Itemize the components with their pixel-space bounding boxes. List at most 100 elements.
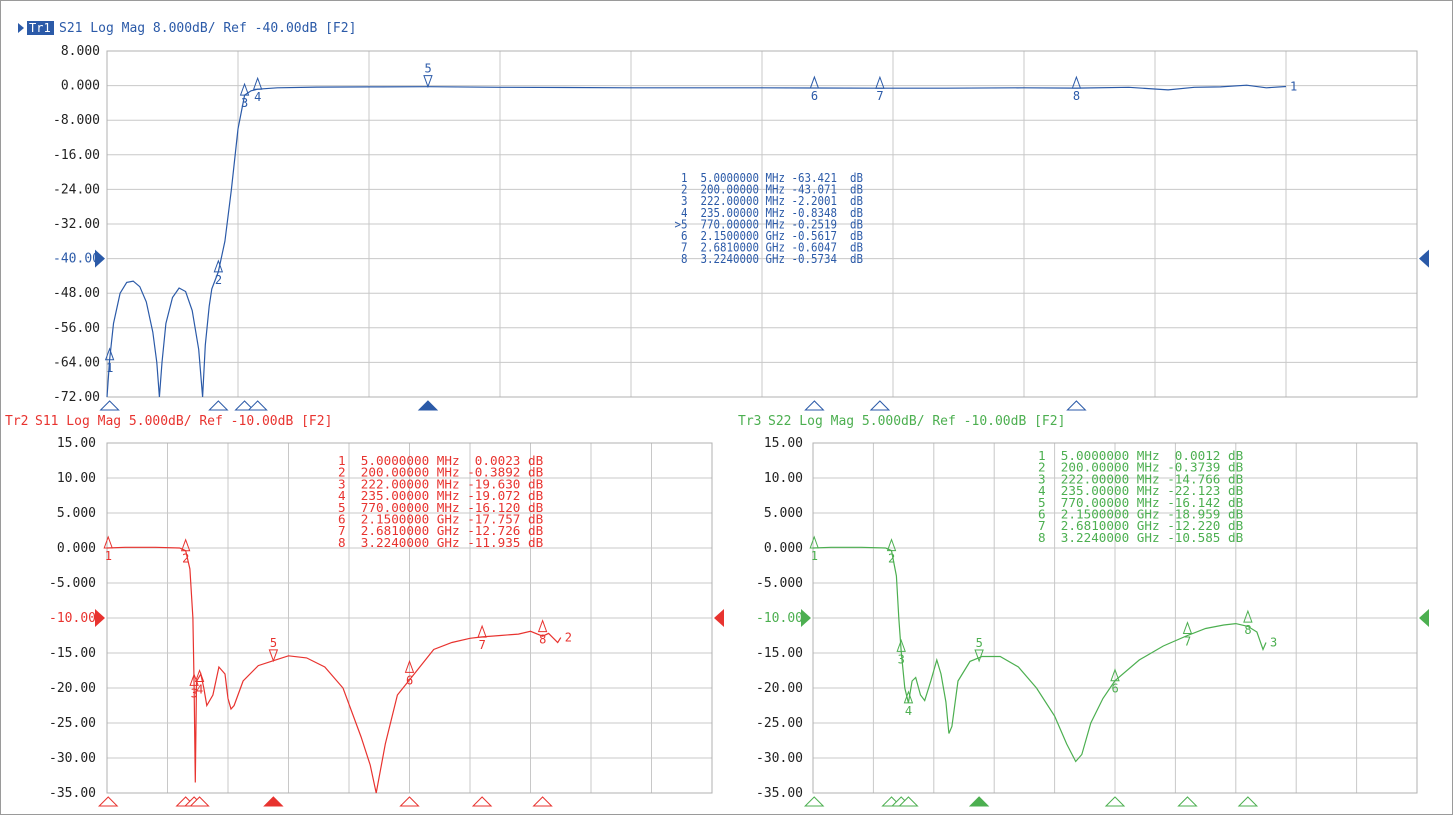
marker-4-icon[interactable] [903, 690, 914, 704]
marker-7-icon[interactable] [1182, 621, 1193, 635]
marker-7-stimulus-icon[interactable] [1177, 796, 1198, 807]
marker-3-icon[interactable] [239, 82, 250, 96]
tr1-panel: 8.000 0.000 -8.000 -16.00 -24.00 -32.00 -40.00… [18, 21, 1429, 411]
ref-level-right-icon [1419, 609, 1429, 627]
marker-1-stimulus-icon[interactable] [804, 796, 825, 807]
marker-8-stimulus-icon[interactable] [1066, 400, 1087, 411]
marker-7-icon[interactable] [875, 75, 885, 89]
y-tick-label: -5.000 [756, 576, 803, 591]
marker-4-icon[interactable] [194, 669, 205, 682]
marker-6-icon[interactable] [809, 75, 820, 89]
marker-8-label: 8 [1244, 623, 1251, 637]
y-tick-label: -72.00 [53, 390, 100, 405]
marker-4-stimulus-icon[interactable] [189, 796, 210, 807]
readout-row: 7 2.6810000 GHz -12.220 dB [1038, 519, 1243, 533]
marker-7-icon[interactable] [477, 624, 487, 638]
marker-8-label: 8 [1073, 89, 1080, 103]
tr3-plot-border [812, 442, 1418, 794]
readout-row: 2 200.00000 MHz -0.3739 dB [1038, 461, 1243, 475]
readout-row: 8 3.2240000 GHz -0.5734 dB [668, 252, 863, 266]
readout-row: 4 235.00000 MHz -19.072 dB [338, 489, 543, 503]
tr2-plot-border [106, 442, 713, 794]
marker-5-stimulus-icon[interactable] [263, 796, 284, 807]
readout-row: >5 770.00000 MHz -0.2519 dB [668, 217, 863, 231]
marker-6-stimulus-icon[interactable] [804, 400, 825, 411]
marker-4-stimulus-icon[interactable] [898, 796, 919, 807]
y-tick-label: -5.000 [49, 576, 96, 591]
tr3-panel: 15.00 10.00 5.000 0.000 -5.000 -10.00 -15.00 -2… [738, 414, 1429, 807]
y-tick-label: 0.000 [61, 79, 100, 94]
marker-7-stimulus-icon[interactable] [471, 796, 493, 807]
marker-1-label: 1 [811, 549, 818, 563]
tr1-marker-readout: 1 5.0000000 MHz -63.421 dB 2 200.00000 M… [668, 171, 863, 266]
readout-row: 3 222.00000 MHz -14.766 dB [1038, 472, 1243, 486]
y-tick-label: -56.00 [53, 321, 100, 336]
marker-5-label: 5 [424, 62, 431, 76]
marker-6-icon[interactable] [404, 659, 415, 673]
marker-1-stimulus-icon[interactable] [99, 400, 120, 411]
marker-1-stimulus-icon[interactable] [98, 796, 119, 807]
marker-1-icon[interactable] [104, 347, 115, 361]
marker-5-stimulus-icon[interactable] [968, 796, 990, 807]
marker-3-stimulus-icon[interactable] [234, 400, 255, 411]
marker-2-stimulus-icon[interactable] [208, 400, 229, 411]
marker-5-icon[interactable] [268, 649, 279, 663]
marker-8-icon[interactable] [1071, 75, 1082, 89]
y-tick-label: -35.00 [49, 786, 96, 801]
marker-4-stimulus-icon[interactable] [247, 400, 268, 411]
marker-7-label: 7 [1184, 635, 1191, 649]
readout-row: 2 200.00000 MHz -43.071 dB [668, 183, 863, 197]
ref-level-left-icon [801, 609, 811, 627]
tr2-marker-readout: 1 5.0000000 MHz 0.0023 dB2 200.00000 MHz… [338, 454, 543, 550]
marker-6-icon[interactable] [1110, 668, 1120, 682]
readout-row: 6 2.1500000 GHz -18.959 dB [1038, 508, 1243, 522]
readout-row: 6 2.1500000 GHz -17.757 dB [338, 513, 543, 527]
trace-name: Tr2 [5, 414, 28, 429]
marker-4-icon[interactable] [252, 76, 263, 90]
y-tick-label: -30.00 [49, 751, 96, 766]
marker-3-icon[interactable] [896, 638, 906, 652]
marker-5-icon[interactable] [974, 649, 984, 663]
y-tick-label: 5.000 [764, 506, 803, 521]
y-tick-label: -24.00 [53, 182, 100, 197]
marker-2-icon[interactable] [180, 538, 191, 552]
readout-row: 8 3.2240000 GHz -10.585 dB [1038, 531, 1243, 545]
readout-row: 5 770.00000 MHz -16.120 dB [338, 501, 543, 515]
y-tick-label: -25.00 [49, 716, 96, 731]
marker-5-label: 5 [976, 636, 983, 650]
marker-8-icon[interactable] [1243, 609, 1253, 623]
marker-2-label: 2 [888, 552, 895, 566]
trace-end-label: 2 [565, 631, 572, 645]
marker-2-icon[interactable] [886, 538, 897, 552]
active-trace-highlight [27, 21, 54, 35]
marker-6-stimulus-icon[interactable] [399, 796, 420, 807]
marker-4-label: 4 [905, 704, 912, 718]
marker-2-icon[interactable] [213, 259, 224, 273]
marker-5-stimulus-icon[interactable] [417, 400, 439, 411]
marker-1-label: 1 [105, 549, 112, 563]
readout-row: 7 2.6810000 GHz -12.726 dB [338, 524, 543, 538]
y-tick-label: -20.00 [49, 681, 96, 696]
marker-1-icon[interactable] [809, 535, 819, 549]
marker-7-stimulus-icon[interactable] [869, 400, 891, 411]
marker-8-stimulus-icon[interactable] [1237, 796, 1259, 807]
marker-8-icon[interactable] [537, 619, 548, 633]
readout-row: 3 222.00000 MHz -2.2001 dB [668, 194, 863, 208]
marker-8-stimulus-icon[interactable] [532, 796, 553, 807]
ref-level-right-icon [1419, 249, 1429, 268]
readout-row: 1 5.0000000 MHz -63.421 dB [668, 171, 863, 185]
readout-row: 5 770.00000 MHz -16.142 dB [1038, 496, 1243, 510]
readout-row: 3 222.00000 MHz -19.630 dB [338, 477, 543, 491]
marker-7-label: 7 [479, 638, 486, 652]
y-tick-label: -48.00 [53, 286, 100, 301]
marker-1-icon[interactable] [103, 535, 113, 549]
y-tick-label: -64.00 [53, 355, 100, 370]
readout-row: 6 2.1500000 GHz -0.5617 dB [668, 229, 863, 243]
marker-5-icon[interactable] [423, 75, 433, 89]
marker-6-stimulus-icon[interactable] [1104, 796, 1126, 807]
y-tick-label: 10.00 [764, 471, 803, 486]
trace-end-label: 1 [1290, 79, 1297, 93]
y-tick-label: 15.00 [764, 436, 803, 451]
trace-header: S11 Log Mag 5.000dB/ Ref -10.00dB [F2] [35, 414, 332, 429]
